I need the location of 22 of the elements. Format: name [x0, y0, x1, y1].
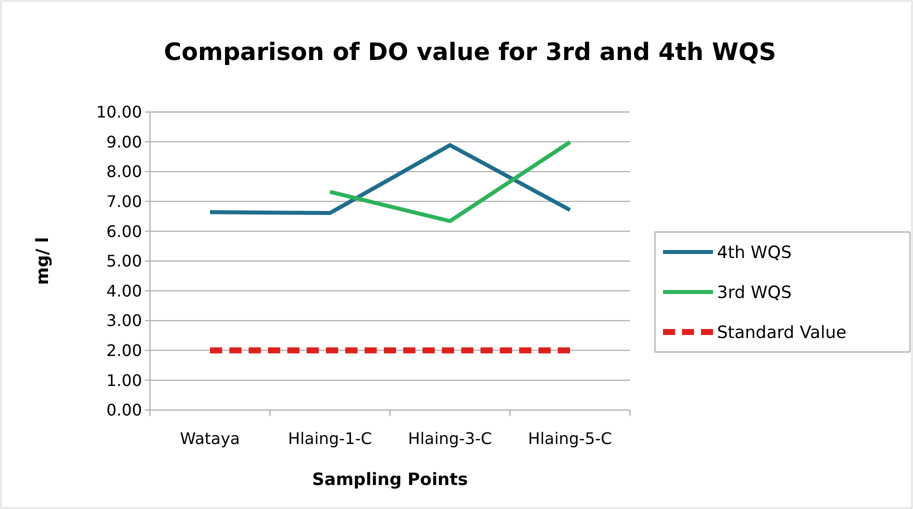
y-tick-label: 7.00: [106, 192, 142, 211]
y-tick-label: 3.00: [106, 311, 142, 330]
legend-label: 4th WQS: [717, 242, 792, 263]
legend-label: Standard Value: [717, 322, 846, 343]
x-tick-label: Hlaing-5-C: [528, 429, 612, 448]
y-tick-label: 10.00: [96, 102, 142, 122]
y-tick-label: 1.00: [106, 370, 142, 390]
x-tick-label: Hlaing-1-C: [288, 429, 372, 448]
x-tick-label: Hlaing-3-C: [408, 429, 492, 448]
chart-title: Comparison of DO value for 3rd and 4th WQS: [164, 38, 776, 66]
y-tick-label: 5.00: [106, 252, 142, 271]
y-tick-label: 6.00: [106, 222, 142, 241]
line-series: [208, 143, 572, 216]
legend-label: 3rd WQS: [717, 282, 792, 303]
y-tick-label: 4.00: [106, 281, 142, 300]
y-tick-label: 9.00: [106, 132, 142, 152]
x-tick-label: Wataya: [180, 429, 240, 448]
y-tick-label: 8.00: [106, 162, 142, 182]
y-axis-title: mg/ l: [33, 237, 53, 285]
y-tick-label: 2.00: [106, 341, 142, 360]
y-tick-label: 0.00: [106, 400, 142, 420]
x-axis-title: Sampling Points: [312, 470, 468, 490]
